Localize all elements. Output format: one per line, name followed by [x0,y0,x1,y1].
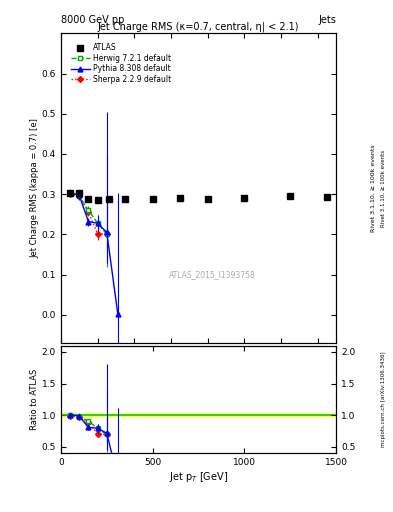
Text: mcplots.cern.ch [arXiv:1306.3436]: mcplots.cern.ch [arXiv:1306.3436] [381,352,386,447]
Y-axis label: Jet Charge RMS (kappa = 0.7) [e]: Jet Charge RMS (kappa = 0.7) [e] [30,118,39,258]
Text: ATLAS_2015_I1393758: ATLAS_2015_I1393758 [169,270,255,280]
Y-axis label: Ratio to ATLAS: Ratio to ATLAS [30,369,39,430]
Legend: ATLAS, Herwig 7.2.1 default, Pythia 8.308 default, Sherpa 2.2.9 default: ATLAS, Herwig 7.2.1 default, Pythia 8.30… [68,40,174,87]
Text: Jets: Jets [318,15,336,26]
X-axis label: Jet p$_T$ [GeV]: Jet p$_T$ [GeV] [169,470,228,484]
Text: Rivet 3.1.10, ≥ 100k events: Rivet 3.1.10, ≥ 100k events [381,150,386,227]
Text: 8000 GeV pp: 8000 GeV pp [61,15,124,26]
Text: Rivet 3.1.10, ≥ 100k events: Rivet 3.1.10, ≥ 100k events [371,144,376,232]
Title: Jet Charge RMS (κ=0.7, central, η| < 2.1): Jet Charge RMS (κ=0.7, central, η| < 2.1… [98,21,299,32]
Bar [61,413,336,417]
